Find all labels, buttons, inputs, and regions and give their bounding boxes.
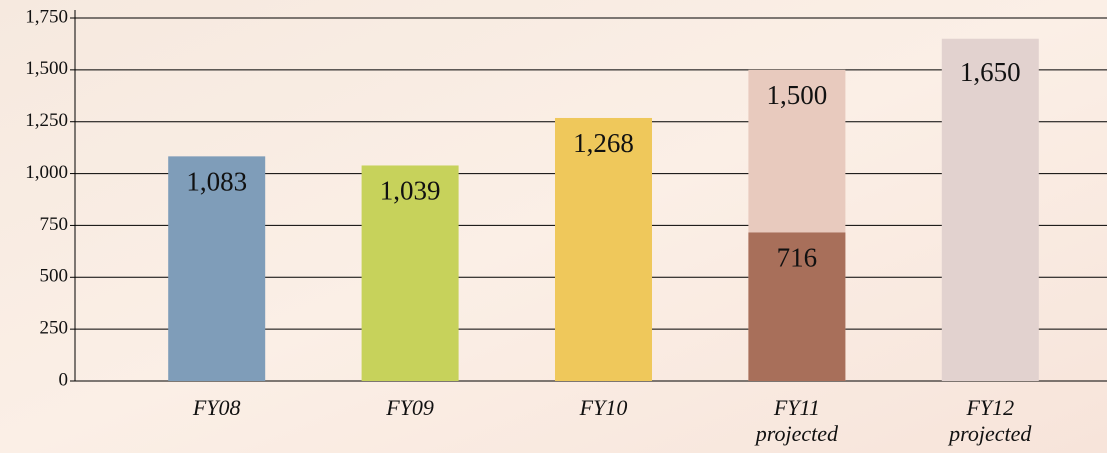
y-tick-label: 1,250 <box>25 110 68 131</box>
y-tick-label: 750 <box>40 214 69 235</box>
x-tick-label: projected <box>754 421 839 446</box>
y-tick-label: 1,750 <box>25 6 68 27</box>
y-tick-label: 1,500 <box>25 58 68 79</box>
y-tick-label: 250 <box>40 318 69 339</box>
x-tick-label: FY09 <box>385 395 434 420</box>
y-tick-label: 1,000 <box>25 162 68 183</box>
x-tick-label: FY10 <box>579 395 628 420</box>
x-tick-label: FY11 <box>773 395 820 420</box>
value-label: 1,268 <box>573 128 634 158</box>
value-label: 1,039 <box>380 176 441 206</box>
bar <box>555 117 652 382</box>
value-label: 716 <box>777 243 818 273</box>
value-label: 1,650 <box>960 57 1021 87</box>
x-tick-label: projected <box>947 421 1032 446</box>
bar <box>168 156 266 381</box>
value-label: 1,500 <box>767 80 828 110</box>
x-tick-label: FY12 <box>965 395 1014 420</box>
x-tick-label: FY08 <box>192 395 241 420</box>
bar <box>941 38 1039 381</box>
y-tick-label: 500 <box>40 266 69 287</box>
bar <box>361 165 459 381</box>
bar <box>748 232 846 381</box>
y-tick-label: 0 <box>59 369 69 390</box>
value-label: 1,083 <box>186 167 247 197</box>
